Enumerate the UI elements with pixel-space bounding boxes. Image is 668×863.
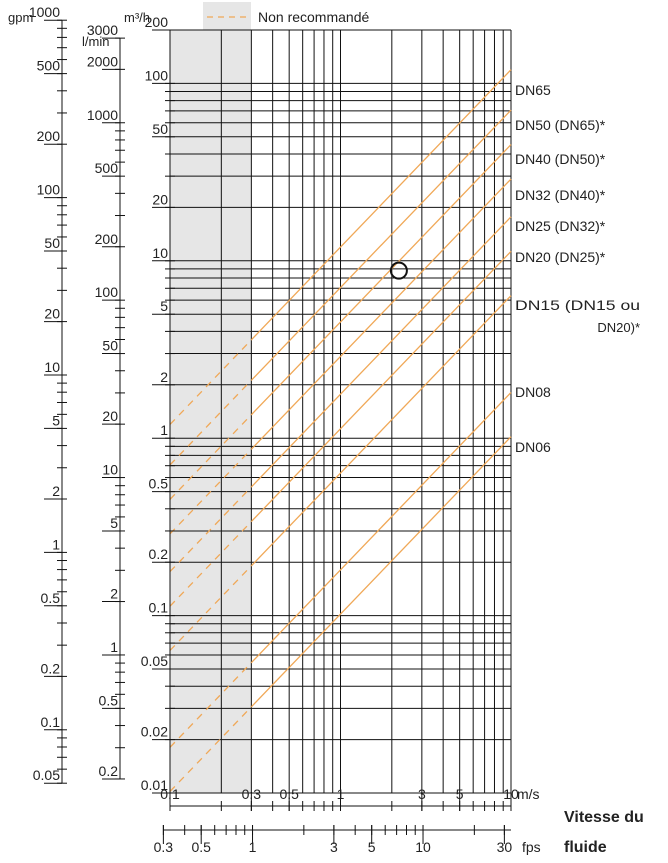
series-line [250,178,512,450]
series-label: DN25 (DN32)* [515,218,606,234]
m3h-tick-label: 1 [160,422,168,438]
series-line-dashed [169,379,252,466]
series-label: DN50 (DN65)* [515,117,606,133]
gpm-tick-label: 20 [44,306,60,322]
m3h-tick-label: 50 [152,121,168,137]
gpm-tick-label: 50 [44,235,60,251]
lmin-tick-label: 500 [95,160,119,176]
lmin-tick-label: 1000 [87,107,118,123]
lmin-tick-label: 200 [95,231,119,247]
series-line-dashed [169,339,252,425]
gpm-tick-label: 5 [52,412,60,428]
fps-tick-label: 5 [368,839,376,855]
series-line [250,69,512,341]
m3h-tick-label: 20 [152,191,168,207]
gpm-tick-label: 100 [37,182,61,198]
gpm-tick-label: 0.05 [33,767,60,783]
legend: Non recommandé [203,2,369,32]
ms-unit-label: m/s [517,786,540,802]
series-line [250,216,512,488]
fps-tick-label: 1 [249,839,257,855]
m3h-tick-label: 0.1 [149,600,169,616]
series-line-dashed [169,662,252,748]
series-line-dashed [169,414,252,500]
gpm-unit-label: gpm [8,10,33,25]
series-label: DN15 (DN15 ou [515,297,640,313]
series-label: DN32 (DN40)* [515,187,606,203]
ms-tick-label: 5 [456,786,464,802]
lmin-tick-label: 5 [110,515,118,531]
lmin-tick-label: 0.2 [99,763,119,779]
series-label: DN65 [515,82,551,98]
fps-tick-label: 0.3 [154,839,174,855]
series-line [250,250,512,522]
gpm-tick-label: 1 [52,536,60,552]
m3h-tick-label: 0.5 [149,476,169,492]
series-line [250,436,512,708]
gpm-tick-label: 0.2 [41,660,61,676]
series-label: DN40 (DN50)* [515,151,606,167]
series-line [250,392,512,664]
axis-title-line2: fluide [564,839,607,856]
m3h-tick-label: 100 [145,67,169,83]
series-label: DN20)* [597,320,640,335]
ms-tick-label: 0.5 [279,786,299,802]
lmin-tick-label: 50 [102,338,118,354]
lmin-unit-label: l/min [82,34,109,49]
m3h-tick-label: 2 [160,369,168,385]
series-label: DN08 [515,384,551,400]
m3h-tick-label: 0.05 [141,653,168,669]
ms-tick-label: 3 [418,786,426,802]
m3h-tick-label: 0.02 [141,724,168,740]
series-line-dashed [169,706,252,792]
m3h-tick-label: 0.2 [149,546,169,562]
fps-unit-label: fps [522,839,541,855]
series-label: DN20 (DN25)* [515,249,606,265]
lmin-tick-label: 2000 [87,53,118,69]
fps-tick-label: 10 [415,839,431,855]
series-line-dashed [169,486,252,573]
series-line-dashed [169,521,252,607]
series-line [250,109,512,381]
ms-tick-label: 1 [337,786,345,802]
lmin-tick-label: 1 [110,639,118,655]
lmin-tick-label: 2 [110,586,118,602]
gpm-tick-label: 10 [44,359,60,375]
legend-label: Non recommandé [258,9,369,25]
operating-point-marker [389,261,408,280]
gpm-tick-label: 1000 [29,4,60,20]
series-label: DN06 [515,439,551,455]
series-line [250,295,512,567]
series-line-dashed [169,448,252,535]
m3h-tick-label: 10 [152,245,168,261]
ms-tick-label: 0.3 [242,786,262,802]
m3h-tick-label: 5 [160,298,168,314]
lmin-tick-label: 20 [102,408,118,424]
gpm-tick-label: 0.5 [41,590,61,606]
axis-title-line1: Vitesse du [564,809,644,826]
m3h-unit-label: m³/h [124,10,150,25]
fps-tick-label: 0.5 [191,839,211,855]
fps-tick-label: 30 [497,839,513,855]
lmin-tick-label: 10 [102,462,118,478]
series-line [250,144,512,416]
series-line-dashed [169,565,252,651]
gpm-tick-label: 2 [52,483,60,499]
gpm-tick-label: 500 [37,58,61,74]
ms-tick-label: 10 [503,786,519,802]
lmin-tick-label: 100 [95,284,119,300]
m3h-tick-label: 200 [145,14,169,30]
fps-tick-label: 3 [330,839,338,855]
gpm-tick-label: 200 [37,128,61,144]
not-recommended-zone [170,30,252,793]
m3h-tick-label: 0.01 [141,777,168,793]
ms-tick-label: 0.1 [160,786,180,802]
gpm-tick-label: 0.1 [41,714,61,730]
lmin-tick-label: 3000 [87,22,118,38]
lmin-tick-label: 0.5 [99,692,119,708]
